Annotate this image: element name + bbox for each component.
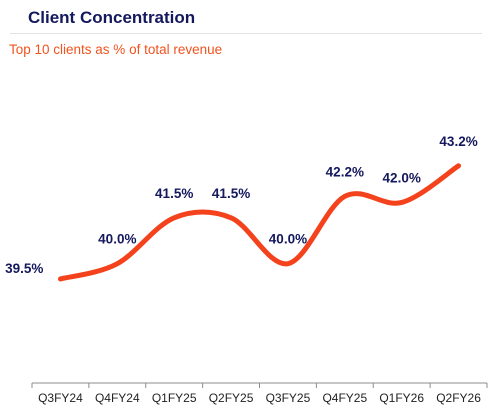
- x-tick-label: Q3FY24: [38, 391, 83, 405]
- x-tick-label: Q1FY25: [152, 391, 197, 405]
- plot-area: Q3FY24 Q4FY24 Q1FY25 Q2FY25 Q3FY25 Q4FY25 Q1FY…: [5, 134, 488, 405]
- data-label: 40.0%: [98, 232, 136, 247]
- data-label: 42.0%: [383, 170, 421, 185]
- data-label: 41.5%: [212, 186, 250, 201]
- x-tick-label: Q2FY26: [436, 391, 481, 405]
- data-label: 39.5%: [5, 261, 43, 276]
- data-label: 41.5%: [155, 186, 193, 201]
- series-line: [57, 163, 462, 282]
- data-label: 42.2%: [326, 164, 364, 179]
- x-tick-label: Q1FY26: [379, 391, 424, 405]
- chart-title: Client Concentration: [28, 8, 196, 27]
- x-tick-label: Q4FY25: [322, 391, 367, 405]
- data-label: 40.0%: [269, 232, 307, 247]
- chart-subtitle: Top 10 clients as % of total revenue: [9, 42, 223, 57]
- x-tick-label: Q4FY24: [95, 391, 140, 405]
- title-divider: [10, 33, 482, 34]
- x-tick-label: Q3FY25: [266, 391, 311, 405]
- data-label: 43.2%: [439, 134, 477, 149]
- x-tick-label: Q2FY25: [209, 391, 254, 405]
